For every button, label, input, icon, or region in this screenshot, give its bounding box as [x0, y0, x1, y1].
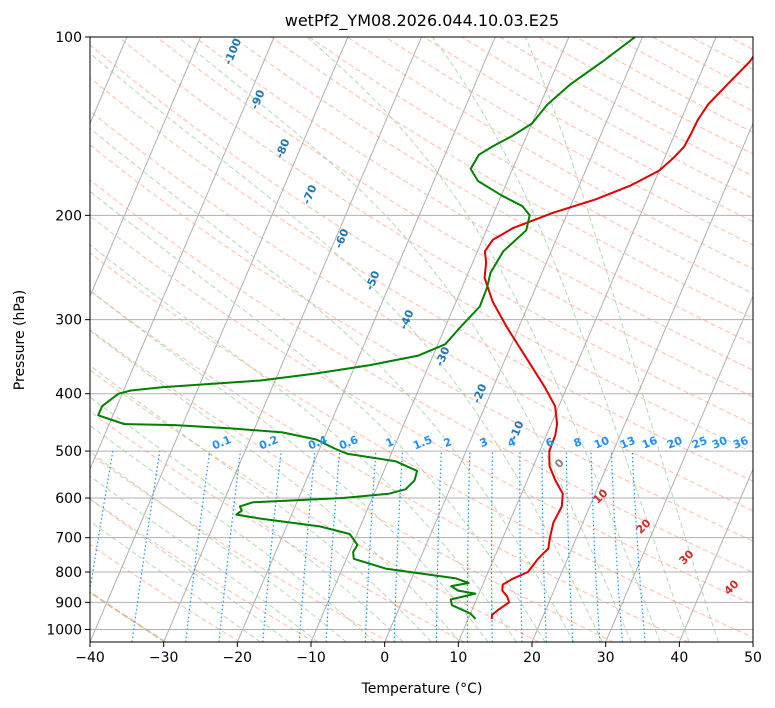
isotherm-line	[236, 37, 496, 642]
moist-adiabat-line	[90, 520, 261, 642]
isotherm-line	[90, 37, 201, 298]
x-tick-label: −40	[75, 650, 105, 666]
moist-adiabat-line	[90, 52, 603, 642]
y-tick-label: 900	[55, 595, 82, 611]
x-tick-label: 40	[670, 650, 688, 666]
moist-adiabat-line	[90, 244, 517, 642]
mixing-ratio-line	[298, 451, 316, 642]
moist-adiabat-line	[431, 37, 690, 642]
dewpoint-line	[97, 37, 636, 620]
plot-frame	[89, 36, 754, 643]
reference-adiabat-line	[90, 590, 166, 642]
moist-adiabats	[90, 37, 719, 642]
plot-area	[90, 37, 753, 642]
temperature-line	[483, 55, 753, 619]
x-tick-label: −20	[223, 650, 253, 666]
mixing-ratio-label: 25	[690, 434, 709, 452]
dry-adiabat-line	[232, 37, 753, 345]
x-axis-label: Temperature (°C)	[361, 681, 483, 697]
mixing-ratio-label: 13	[618, 434, 637, 452]
mixing-ratio-label: 3	[478, 435, 490, 450]
moist-adiabat-line	[90, 290, 489, 642]
mixing-ratio-line	[185, 451, 211, 642]
dry-adiabat-line	[90, 369, 540, 642]
dry-adiabat-line	[90, 144, 753, 542]
mixing-ratio-label: 10	[592, 434, 611, 452]
dry-adiabat-line	[270, 37, 753, 320]
x-tick-label: 20	[523, 650, 541, 666]
mixing-ratio-label: 20	[665, 434, 684, 452]
mixing-ratio-label: 16	[640, 434, 659, 452]
isotherm-line	[163, 37, 422, 642]
sounding-series	[97, 37, 753, 620]
dry-adiabat-line	[90, 410, 465, 642]
moist-adiabat-line	[90, 451, 347, 642]
y-tick-label: 400	[55, 387, 82, 403]
moist-adiabat-line	[90, 424, 376, 642]
x-tick-label: 10	[449, 650, 467, 666]
mixing-ratio-label: 36	[731, 434, 750, 452]
y-tick-label: 500	[55, 444, 82, 460]
mixing-ratio-lines	[90, 450, 646, 642]
dry-adiabat-line	[90, 498, 315, 642]
isotherms	[90, 37, 753, 642]
x-tick-label: 30	[597, 650, 615, 666]
mixing-ratio-line	[90, 450, 114, 594]
dry-adiabat-line	[90, 290, 689, 642]
moist-adiabat-line	[90, 365, 432, 642]
pressure-gridlines	[90, 37, 753, 630]
isotherm-line	[605, 295, 753, 642]
mixing-ratio-line	[131, 451, 161, 642]
mixing-ratio-label: 2	[442, 435, 454, 450]
y-tick-label: 700	[55, 531, 82, 547]
dry-adiabat-line	[194, 37, 753, 371]
chart-title: wetPf2_YM08.2026.044.10.03.E25	[285, 11, 559, 31]
mixing-ratio-line	[218, 451, 242, 642]
y-tick-label: 300	[55, 313, 82, 329]
moist-adiabat-line	[90, 329, 461, 642]
x-tick-label: −30	[149, 650, 179, 666]
mixing-ratio-label: 1	[384, 435, 396, 450]
mixing-ratio-line	[631, 451, 646, 642]
x-axis: −40 −30 −20 −10 0 10 20 30 40 50	[75, 642, 762, 666]
mixing-ratio-label: 30	[710, 434, 729, 452]
moist-adiabat-line	[90, 190, 546, 642]
dry-adiabats	[90, 37, 753, 642]
isotherm-line	[90, 37, 275, 471]
y-tick-label: 800	[55, 565, 82, 581]
moist-adiabat-line	[306, 37, 661, 642]
isotherm-line	[90, 37, 349, 642]
moist-adiabat-line	[177, 37, 632, 642]
y-axis-label: Pressure (hPa)	[12, 290, 28, 390]
dry-adiabat-line	[156, 37, 753, 398]
dry-adiabat-line	[90, 110, 753, 512]
dry-adiabat-line	[90, 215, 753, 606]
x-tick-label: 50	[744, 650, 762, 666]
x-tick-label: −10	[296, 650, 326, 666]
y-tick-label: 100	[55, 30, 82, 46]
isotherm-line	[678, 467, 753, 642]
y-tick-label: 600	[55, 491, 82, 507]
dry-adiabat-line	[90, 179, 753, 573]
mixing-ratio-label: 8	[572, 435, 584, 450]
y-tick-label: 200	[55, 208, 82, 224]
y-axis: 100 200 300 400 500 600 700 800 900 1000	[46, 30, 90, 638]
x-tick-label: 0	[380, 650, 389, 666]
dry-adiabat-line	[90, 76, 753, 482]
y-tick-label: 1000	[46, 622, 82, 638]
isotherm-line	[457, 37, 717, 642]
dry-adiabat-line	[90, 453, 390, 642]
moist-adiabat-line	[525, 37, 719, 642]
mixing-ratio-line	[262, 451, 282, 642]
isotherm-line	[531, 122, 753, 642]
moist-adiabat-line	[90, 127, 575, 642]
